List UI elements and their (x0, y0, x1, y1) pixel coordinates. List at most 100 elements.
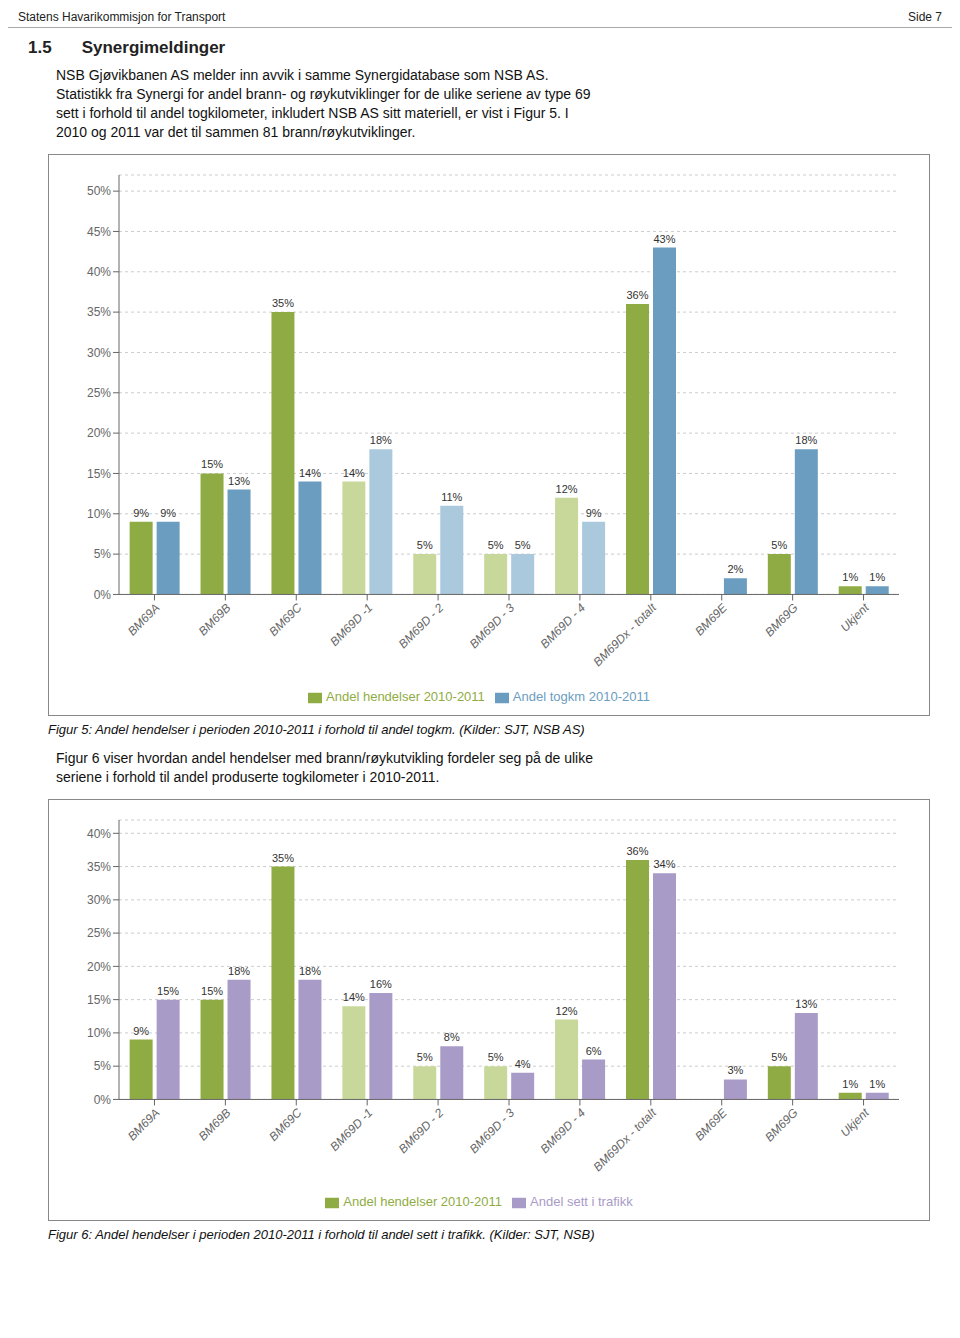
svg-text:BM69B: BM69B (196, 1106, 234, 1144)
svg-text:10%: 10% (87, 507, 111, 521)
html-text:Synergimeldinger: Synergimeldinger (81, 38, 226, 57)
svg-text:40%: 40% (87, 265, 111, 279)
svg-text:10%: 10% (87, 1026, 111, 1040)
svg-text:BM69C: BM69C (266, 1105, 304, 1143)
svg-text:BM69D - 4: BM69D - 4 (538, 600, 589, 651)
svg-text:5%: 5% (515, 539, 531, 551)
svg-text:1%: 1% (842, 571, 858, 583)
svg-text:BM69D - 4: BM69D - 4 (538, 1105, 589, 1156)
svg-text:BM69A: BM69A (125, 1106, 163, 1144)
svg-text:9%: 9% (160, 507, 176, 519)
html-text:Statens Havarikommisjon for Tr: Statens Havarikommisjon for Transport (18, 10, 226, 24)
svg-text:15%: 15% (87, 993, 111, 1007)
html-text:1.5: 1.5 (28, 38, 52, 57)
svg-text:30%: 30% (87, 893, 111, 907)
html-text:sett i forhold til andel togki: sett i forhold til andel togkilometer, i… (56, 105, 569, 121)
svg-text:BM69G: BM69G (762, 601, 801, 640)
svg-text:BM69Dx - totalt: BM69Dx - totalt (591, 1105, 660, 1174)
html-text:Andel hendelser 2010-2011: Andel hendelser 2010-2011 (326, 689, 485, 705)
svg-text:9%: 9% (133, 507, 149, 519)
svg-text:18%: 18% (299, 965, 321, 977)
svg-text:12%: 12% (556, 483, 578, 495)
html-text:Side 7: Side 7 (908, 10, 942, 24)
svg-text:35%: 35% (272, 852, 294, 864)
svg-text:BM69E: BM69E (692, 600, 730, 638)
svg-text:18%: 18% (370, 434, 392, 446)
svg-text:35%: 35% (87, 860, 111, 874)
svg-text:BM69D - 2: BM69D - 2 (396, 1105, 447, 1156)
svg-text:5%: 5% (488, 539, 504, 551)
svg-text:25%: 25% (87, 386, 111, 400)
svg-text:15%: 15% (157, 985, 179, 997)
html-text:seriene i forhold til andel pr: seriene i forhold til andel produserte t… (56, 769, 440, 785)
svg-text:5%: 5% (94, 1059, 112, 1073)
svg-text:45%: 45% (87, 225, 111, 239)
svg-text:43%: 43% (653, 233, 675, 245)
svg-text:9%: 9% (586, 507, 602, 519)
svg-text:8%: 8% (444, 1031, 460, 1043)
svg-text:5%: 5% (417, 1051, 433, 1063)
html-text:Figur 6 viser hvordan andel he: Figur 6 viser hvordan andel hendelser me… (56, 750, 593, 766)
svg-text:15%: 15% (201, 985, 223, 997)
svg-text:4%: 4% (515, 1058, 531, 1070)
svg-text:18%: 18% (795, 434, 817, 446)
svg-text:12%: 12% (556, 1005, 578, 1017)
svg-text:14%: 14% (299, 467, 321, 479)
svg-text:18%: 18% (228, 965, 250, 977)
svg-text:BM69Dx - totalt: BM69Dx - totalt (591, 600, 660, 669)
svg-text:1%: 1% (869, 1078, 885, 1090)
svg-text:BM69E: BM69E (692, 1105, 730, 1143)
svg-text:35%: 35% (272, 297, 294, 309)
svg-text:30%: 30% (87, 346, 111, 360)
html-text:Andel sett i trafikk: Andel sett i trafikk (530, 1194, 633, 1210)
svg-text:15%: 15% (87, 467, 111, 481)
svg-text:35%: 35% (87, 305, 111, 319)
svg-text:40%: 40% (87, 827, 111, 841)
svg-text:1%: 1% (869, 571, 885, 583)
svg-text:25%: 25% (87, 926, 111, 940)
svg-text:9%: 9% (133, 1025, 149, 1037)
html-text:Andel hendelser 2010-2011: Andel hendelser 2010-2011 (343, 1194, 503, 1210)
html-text:Statistikk fra Synergi for and: Statistikk fra Synergi for andel brann- … (56, 86, 591, 102)
svg-text:5%: 5% (771, 539, 787, 551)
svg-text:5%: 5% (771, 1051, 787, 1063)
svg-text:36%: 36% (626, 845, 648, 857)
svg-text:13%: 13% (228, 475, 250, 487)
html-text:Andel togkm 2010-2011: Andel togkm 2010-2011 (512, 689, 650, 705)
svg-text:BM69D - 3: BM69D - 3 (467, 1105, 518, 1156)
svg-text:BM69A: BM69A (125, 601, 163, 639)
svg-text:0%: 0% (94, 588, 112, 602)
svg-text:2%: 2% (727, 563, 743, 575)
svg-text:36%: 36% (626, 289, 648, 301)
svg-text:6%: 6% (586, 1045, 602, 1057)
svg-text:BM69D -1: BM69D -1 (327, 601, 375, 649)
svg-text:13%: 13% (795, 998, 817, 1010)
html-text:Figur 6: Andel hendelser i per: Figur 6: Andel hendelser i perioden 2010… (48, 1227, 595, 1242)
svg-text:BM69C: BM69C (266, 600, 304, 638)
svg-text:16%: 16% (370, 978, 392, 990)
svg-text:11%: 11% (441, 491, 462, 503)
svg-text:Ukjent: Ukjent (838, 600, 872, 634)
svg-text:50%: 50% (87, 184, 111, 198)
svg-text:3%: 3% (727, 1064, 743, 1076)
svg-text:5%: 5% (488, 1051, 504, 1063)
html-text:Figur 5: Andel hendelser i per: Figur 5: Andel hendelser i perioden 2010… (48, 722, 585, 737)
svg-text:BM69G: BM69G (762, 1106, 801, 1145)
svg-text:0%: 0% (94, 1093, 112, 1107)
svg-text:Ukjent: Ukjent (838, 1105, 872, 1139)
html-text:2010 og 2011 var det til samme: 2010 og 2011 var det til sammen 81 brann… (56, 124, 416, 140)
svg-text:BM69D -1: BM69D -1 (327, 1106, 375, 1154)
svg-text:14%: 14% (343, 991, 365, 1003)
svg-text:BM69B: BM69B (196, 601, 234, 639)
svg-text:15%: 15% (201, 458, 223, 470)
svg-text:5%: 5% (417, 539, 433, 551)
svg-text:5%: 5% (94, 547, 112, 561)
html-text:NSB Gjøvikbanen AS melder inn: NSB Gjøvikbanen AS melder inn avvik i sa… (56, 67, 549, 83)
svg-text:1%: 1% (842, 1078, 858, 1090)
svg-text:20%: 20% (87, 426, 111, 440)
svg-text:BM69D - 3: BM69D - 3 (467, 600, 518, 651)
svg-text:BM69D - 2: BM69D - 2 (396, 600, 447, 651)
svg-text:20%: 20% (87, 960, 111, 974)
svg-text:34%: 34% (653, 858, 675, 870)
svg-text:14%: 14% (343, 467, 365, 479)
